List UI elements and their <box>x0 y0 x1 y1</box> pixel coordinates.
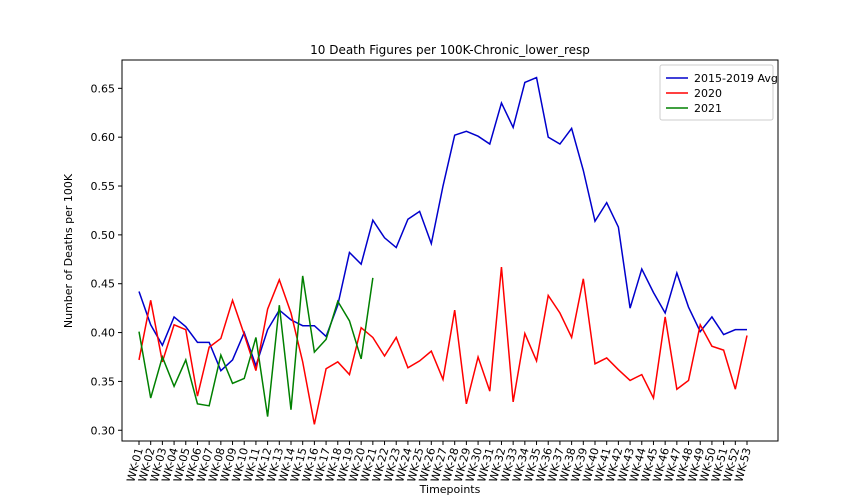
plot-frame <box>121 59 779 442</box>
y-axis-label: Number of Deaths per 100K <box>62 173 75 328</box>
legend-label: 2015-2019 Avg <box>694 72 778 85</box>
y-tick-label: 0.30 <box>91 424 116 437</box>
legend-label: 2020 <box>694 87 722 100</box>
line-series <box>138 76 747 372</box>
y-tick-label: 0.35 <box>91 375 116 388</box>
chart-title: 10 Death Figures per 100K-Chronic_lower_… <box>310 43 590 57</box>
legend-box <box>659 64 774 121</box>
line-series <box>138 275 374 417</box>
line-series <box>138 267 748 425</box>
y-tick-label: 0.50 <box>91 229 116 242</box>
y-tick-label: 0.55 <box>91 180 116 193</box>
y-tick-label: 0.45 <box>91 278 116 291</box>
x-axis-label: Timepoints <box>419 483 481 496</box>
legend-label: 2021 <box>694 102 722 115</box>
y-tick-label: 0.60 <box>91 131 116 144</box>
y-tick-label: 0.65 <box>91 82 116 95</box>
y-tick-label: 0.40 <box>91 327 116 340</box>
